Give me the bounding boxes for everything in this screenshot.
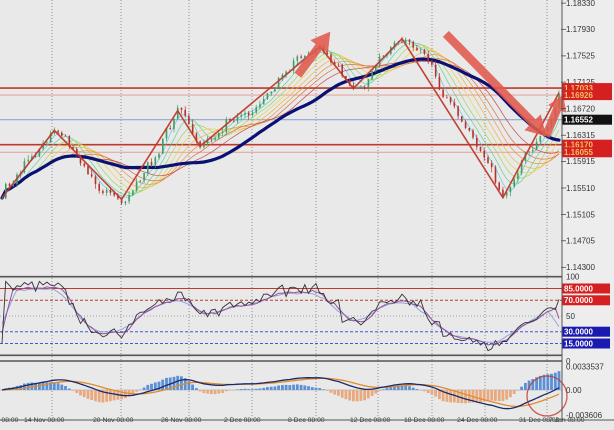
svg-text:1.14300: 1.14300 [566, 263, 595, 272]
svg-text:1.16720: 1.16720 [566, 104, 595, 113]
svg-text:1.18330: 1.18330 [566, 0, 595, 8]
svg-text:1.16055: 1.16055 [564, 148, 593, 157]
svg-text:1.16315: 1.16315 [566, 131, 595, 140]
svg-text:1.15915: 1.15915 [566, 157, 595, 166]
svg-text:50: 50 [566, 312, 575, 321]
svg-text:0.0033537: 0.0033537 [566, 363, 604, 372]
svg-text:1.16926: 1.16926 [564, 91, 593, 100]
svg-text:1.16552: 1.16552 [564, 116, 593, 125]
svg-text:1.15510: 1.15510 [566, 184, 595, 193]
svg-text:1.17930: 1.17930 [566, 25, 595, 34]
svg-text:1.14705: 1.14705 [566, 237, 595, 246]
svg-text:70.0000: 70.0000 [564, 296, 593, 305]
svg-text:0.00: 0.00 [566, 386, 582, 395]
svg-text:85.0000: 85.0000 [564, 284, 593, 293]
svg-text:30.0000: 30.0000 [564, 328, 593, 337]
svg-text:1.15105: 1.15105 [566, 210, 595, 219]
svg-text:15.0000: 15.0000 [564, 339, 593, 348]
svg-text:1.17525: 1.17525 [566, 52, 595, 61]
svg-text:100: 100 [566, 273, 580, 282]
